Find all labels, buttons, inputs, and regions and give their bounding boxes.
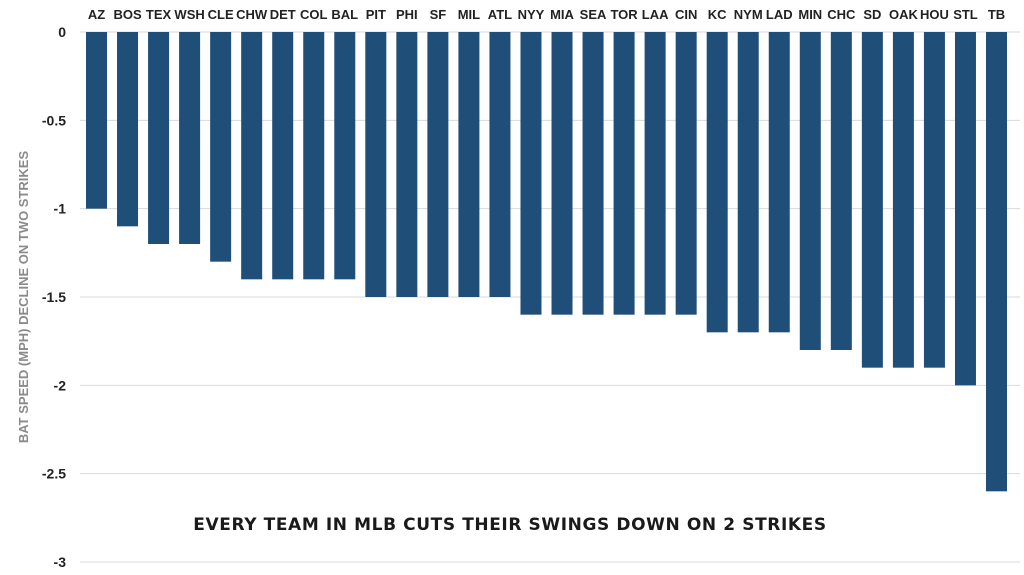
- category-label-oak: OAK: [889, 7, 919, 22]
- category-label-tex: TEX: [146, 7, 172, 22]
- bars: [86, 32, 1007, 492]
- bar-oak: [892, 32, 914, 368]
- category-label-mia: MIA: [550, 7, 574, 22]
- bar-phi: [396, 32, 418, 297]
- category-label-tb: TB: [988, 7, 1005, 22]
- bar-chc: [830, 32, 852, 350]
- bar-wsh: [179, 32, 201, 244]
- bar-cle: [210, 32, 232, 262]
- category-label-az: AZ: [88, 7, 105, 22]
- y-tick-label: -0.5: [42, 112, 66, 128]
- bar-tb: [986, 32, 1007, 492]
- bar-bal: [334, 32, 356, 280]
- bar-lad: [768, 32, 790, 333]
- bar-tex: [148, 32, 170, 244]
- y-tick-label: -1: [54, 201, 67, 217]
- bar-mil: [458, 32, 480, 297]
- category-label-chw: CHW: [236, 7, 268, 22]
- y-axis-title: BAT SPEED (MPH) DECLINE ON TWO STRIKES: [16, 151, 31, 444]
- category-label-atl: ATL: [488, 7, 512, 22]
- category-label-pit: PIT: [366, 7, 386, 22]
- bar-min: [799, 32, 821, 350]
- bar-pit: [365, 32, 387, 297]
- category-label-chc: CHC: [827, 7, 856, 22]
- category-label-hou: HOU: [920, 7, 949, 22]
- category-label-bal: BAL: [331, 7, 358, 22]
- category-label-cle: CLE: [208, 7, 234, 22]
- y-tick-labels: 0 -0.5 -1 -1.5 -2 -2.5 -3: [42, 24, 66, 570]
- y-tick-label: -3: [54, 554, 67, 570]
- bar-mia: [551, 32, 573, 315]
- bar-sd: [861, 32, 883, 368]
- category-label-laa: LAA: [642, 7, 669, 22]
- bar-chw: [241, 32, 263, 280]
- category-label-wsh: WSH: [174, 7, 204, 22]
- bar-az: [86, 32, 107, 209]
- bar-nym: [737, 32, 759, 333]
- bar-nyy: [520, 32, 542, 315]
- category-label-kc: KC: [708, 7, 727, 22]
- bar-stl: [954, 32, 976, 386]
- category-label-col: COL: [300, 7, 328, 22]
- category-label-cin: CIN: [675, 7, 697, 22]
- bar-hou: [923, 32, 945, 368]
- category-label-mil: MIL: [458, 7, 480, 22]
- category-label-det: DET: [270, 7, 296, 22]
- bar-sf: [427, 32, 449, 297]
- y-tick-label: -2: [54, 377, 67, 393]
- y-tick-label: -1.5: [42, 289, 66, 305]
- category-label-tor: TOR: [610, 7, 638, 22]
- bar-det: [272, 32, 294, 280]
- gridlines: [80, 31, 1020, 563]
- category-labels: AZ BOS TEX WSH CLE CHW DET COL BAL PIT PHI SF MIL ATL…: [88, 7, 1005, 22]
- bar-atl: [489, 32, 511, 297]
- y-tick-label: 0: [58, 24, 66, 40]
- category-label-sea: SEA: [580, 7, 607, 22]
- category-label-sd: SD: [863, 7, 881, 22]
- category-label-stl: STL: [953, 7, 978, 22]
- bar-sea: [582, 32, 604, 315]
- bar-bos: [117, 32, 139, 227]
- chart-title: EVERY TEAM IN MLB CUTS THEIR SWINGS DOWN…: [193, 515, 826, 535]
- bar-cin: [675, 32, 697, 315]
- category-label-lad: LAD: [766, 7, 793, 22]
- category-label-phi: PHI: [396, 7, 418, 22]
- category-label-min: MIN: [798, 7, 822, 22]
- bar-kc: [706, 32, 728, 333]
- bar-tor: [613, 32, 635, 315]
- category-label-bos: BOS: [113, 7, 142, 22]
- y-tick-label: -2.5: [42, 466, 66, 482]
- category-label-nyy: NYY: [518, 7, 545, 22]
- category-label-nym: NYM: [734, 7, 763, 22]
- category-label-sf: SF: [430, 7, 447, 22]
- bar-laa: [644, 32, 666, 315]
- bar-col: [303, 32, 325, 280]
